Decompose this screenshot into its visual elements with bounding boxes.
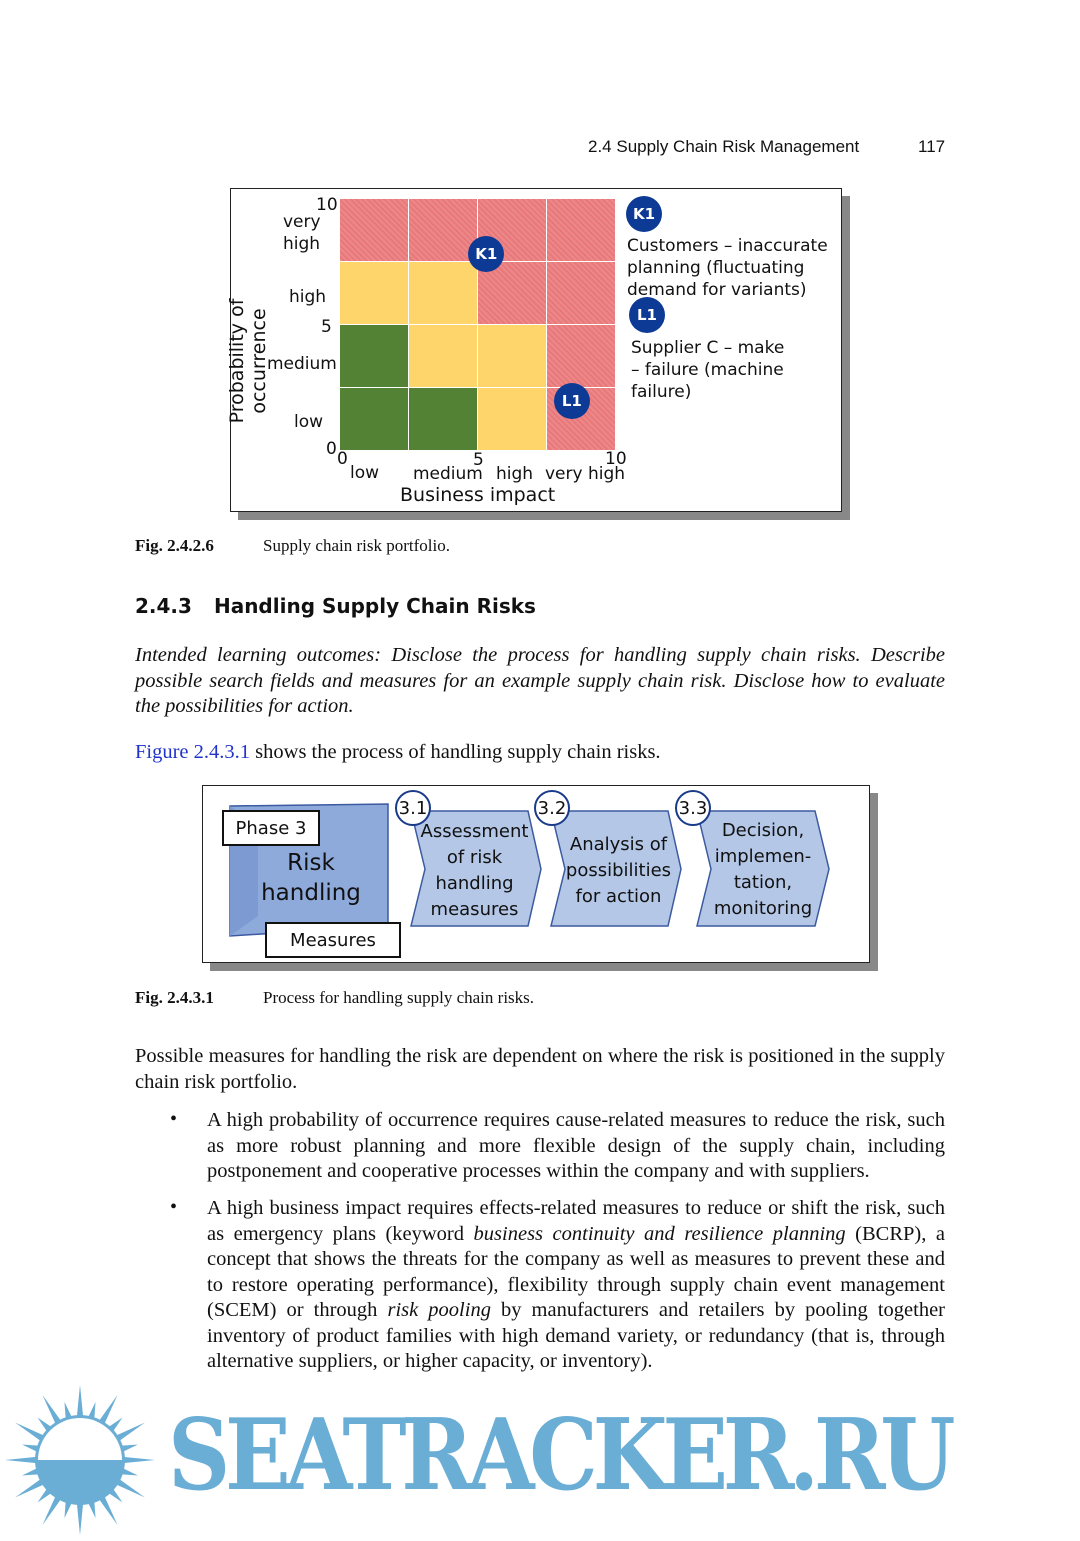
sun-ray [42,1395,61,1424]
figure-caption: Fig. 2.4.2.6 Supply chain risk portfolio. [135,536,450,556]
watermark-text: SEATRACKER.RU [168,1398,956,1513]
running-header: 2.4 Supply Chain Risk Management [588,137,860,156]
figure-caption: Fig. 2.4.3.1 Process for handling supply … [135,988,534,1008]
matrix-cell-yellow [478,388,546,450]
y-tick-10: 10 [316,195,338,215]
sun-ray [42,1496,61,1525]
sun-ray [37,1488,52,1503]
sun-ray [123,1456,155,1464]
emphasis: risk pooling [387,1299,491,1321]
sun-ray [64,1402,72,1419]
caption-text: Process for handling supply chain risks. [263,988,535,1007]
risk-matrix: K1 L1 [340,199,616,451]
caption-text: Supply chain risk portfolio. [263,536,450,555]
sun-ray [88,1501,96,1518]
matrix-cell-red [340,199,408,261]
x-tick-5: 5 [473,450,484,470]
matrix-cell-yellow [409,262,477,324]
y-cat-low: low [294,412,324,432]
risk-portfolio-figure: Probability of occurrence K1 L1 10 5 0 ve… [226,188,842,512]
y-axis-label: Probability of occurrence [226,298,270,424]
matrix-cell-red [409,199,477,261]
step-text-3-3: Decision, implemen-tation, monitoring [713,820,813,919]
step-number-3-2: 3.2 [534,790,570,826]
matrix-cell-yellow [409,325,477,387]
matrix-cell-yellow [478,325,546,387]
reference-text: shows the process of handling supply cha… [250,741,661,763]
x-cat-high: high [496,464,534,484]
matrix-cell-red [478,262,546,324]
sun-ray [116,1422,145,1441]
sun-ray [88,1402,96,1419]
sun-ray [76,1385,84,1417]
emphasis: business continuity and resilience plann… [473,1222,846,1245]
caption-number: Fig. 2.4.3.1 [135,988,214,1007]
matrix-cell-red [547,325,615,387]
text: by manufacturers and retailers by poolin… [207,1299,945,1372]
risk-badge-l1: L1 [553,382,590,419]
legend-badge-k1: K1 [626,196,662,232]
step-number-3-1: 3.1 [395,790,431,826]
process-figure: Phase 3 Risk handling Measures Assessmen… [202,785,870,963]
learning-outcomes: Intended learning outcomes: Disclose the… [135,644,945,717]
matrix-cell-green [340,325,408,387]
section-heading: 2.4.3 Handling Supply Chain Risks [135,594,536,618]
bullet-item: A high business impact requires effects-… [207,1196,945,1375]
matrix-cell-green [340,388,408,450]
sun-ray [121,1468,138,1476]
bullet-icon: • [170,1108,178,1130]
y-cat-medium: medium [267,354,337,374]
body-paragraph: Possible measures for handling the risk … [135,1045,945,1093]
sun-ray [116,1479,145,1498]
text: A high business impact requires effects-… [207,1197,945,1245]
sun-ray [64,1501,72,1518]
sun-ray [37,1417,52,1432]
sun-ray [15,1422,44,1441]
phase-title: Risk handling [261,850,361,906]
step-number-3-3: 3.3 [675,790,711,826]
risk-badge-k1: K1 [468,236,505,273]
sun-ray [121,1444,138,1452]
caption-number: Fig. 2.4.2.6 [135,536,214,555]
matrix-cell-red [547,199,615,261]
legend-text-l1: Supplier C – make – failure (machine fai… [631,338,785,402]
sun-ray [5,1456,37,1464]
legend-text-k1: Customers – inaccurate planning (fluctua… [627,236,828,300]
phase-label: Phase 3 [222,810,320,846]
y-tick-0: 0 [326,439,337,459]
matrix-cell-yellow [340,262,408,324]
sun-ray [22,1468,39,1476]
x-cat-very-high: very high [545,464,626,484]
figure-reference: Figure 2.4.3.1 shows the process of hand… [135,740,945,766]
section-title: Handling Supply Chain Risks [213,594,536,618]
step-text-3-1: Assessment of risk handling measures [420,821,529,920]
x-cat-medium: medium [413,464,483,484]
section-number: 2.4.3 [135,594,192,618]
sun-ray [99,1395,118,1424]
page-number: 117 [918,137,946,156]
y-cat-very-high: very high [283,212,321,254]
matrix-cell-green [409,388,477,450]
sun-ray [108,1417,123,1432]
bullet-icon: • [170,1196,178,1218]
bullet-item: A high probability of occurrence require… [207,1109,945,1182]
legend-badge-l1: L1 [629,297,665,333]
sun-logo-icon [5,1385,155,1535]
x-cat-low: low [350,463,380,483]
measures-label: Measures [265,922,401,958]
text: (BCRP), a concept that shows the threats… [207,1222,945,1322]
figure-link[interactable]: Figure 2.4.3.1 [135,741,251,763]
x-axis-label: Business impact [400,484,556,506]
sun-ray [22,1444,39,1452]
sun-ray [76,1503,84,1535]
y-tick-5: 5 [321,317,332,337]
matrix-cell-red [547,262,615,324]
sun-ray [15,1479,44,1498]
sun-ray [108,1488,123,1503]
step-text-3-2: Analysis of possibilities for action [565,834,672,907]
x-tick-0: 0 [337,449,348,469]
y-cat-high: high [289,287,327,307]
sun-ray [99,1496,118,1525]
x-tick-10: 10 [605,449,627,469]
